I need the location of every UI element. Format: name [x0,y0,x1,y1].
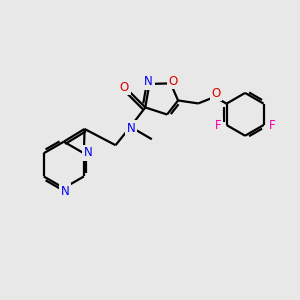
Text: N: N [84,146,93,159]
Text: N: N [61,184,70,197]
Text: F: F [215,118,222,131]
Text: O: O [168,74,178,88]
Text: O: O [120,81,129,94]
Text: N: N [144,75,153,88]
Text: O: O [211,86,220,100]
Text: N: N [127,122,135,135]
Text: F: F [269,118,276,131]
